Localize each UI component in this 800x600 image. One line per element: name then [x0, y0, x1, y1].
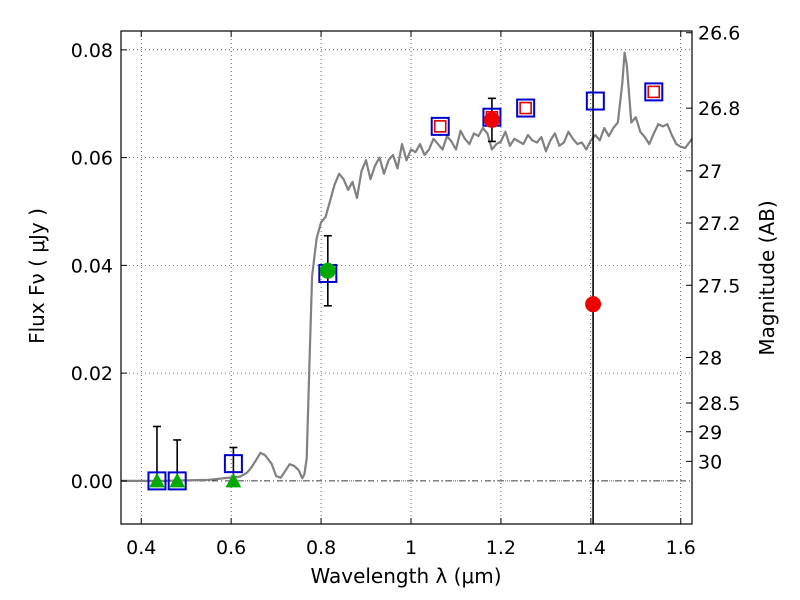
- upper-limit-triangle-marker: [225, 472, 242, 488]
- photometry-square-marker: [167, 471, 187, 491]
- y-tick-label: 0.06: [71, 148, 113, 170]
- y-tick-label: 0.00: [71, 471, 113, 493]
- x-tick-label: 1.2: [486, 537, 516, 559]
- spectrum-line: [121, 51, 693, 482]
- model-square-marker: [519, 101, 532, 115]
- plot-frame: [120, 30, 693, 525]
- magnitude-tick-label: 30: [698, 451, 722, 473]
- model-square-marker: [647, 85, 661, 99]
- y-axis-ticks: 0.00 0.02 0.04 0.06 0.08: [71, 40, 127, 493]
- photometry-square-marker: [585, 91, 605, 111]
- magnitude-tick-label: 28.5: [698, 393, 740, 415]
- x-tick-label: 0.4: [126, 537, 156, 559]
- circle-marker: [483, 111, 500, 128]
- circle-marker: [319, 262, 336, 279]
- x-tick-label: 0.6: [216, 537, 246, 559]
- upper-limit-triangle-marker: [169, 472, 186, 488]
- magnitude-axis-ticks: 26.6 26.8 27 27.2 27.5 28 28.5 29 30: [686, 23, 740, 473]
- x-axis-ticks: 0.4 0.6 0.8 1 1.2 1.4 1.6: [126, 31, 696, 559]
- photometry-square-marker: [430, 116, 450, 136]
- photometry-square-marker: [147, 471, 167, 491]
- x-tick-label: 1.6: [666, 537, 696, 559]
- data-markers: [147, 82, 664, 491]
- x-tick-label: 1: [405, 537, 417, 559]
- x-tick-label: 1.4: [576, 537, 606, 559]
- magnitude-tick-label: 29: [698, 422, 722, 444]
- y-tick-label: 0.04: [71, 255, 113, 277]
- magnitude-tick-label: 28: [698, 347, 722, 369]
- photometry-square-marker: [516, 98, 536, 118]
- magnitude-tick-label: 26.8: [698, 98, 740, 120]
- x-tick-label: 0.8: [306, 537, 336, 559]
- y-tick-label: 0.02: [71, 363, 113, 385]
- upper-limit-triangle-marker: [149, 472, 165, 488]
- model-square-marker: [433, 120, 447, 133]
- x-axis-label: Wavelength λ (μm): [310, 564, 501, 588]
- magnitude-tick-label: 27: [698, 161, 722, 183]
- y-tick-label: 0.08: [71, 40, 113, 62]
- magnitude-tick-label: 27.2: [698, 213, 740, 235]
- photometry-square-marker: [644, 82, 664, 102]
- circle-marker: [585, 296, 602, 313]
- y-axis-label: Flux Fν ( μJy ): [25, 208, 49, 344]
- photometry-square-marker: [223, 454, 243, 474]
- magnitude-axis-label: Magnitude (AB): [755, 200, 779, 355]
- magnitude-tick-label: 27.5: [698, 275, 740, 297]
- magnitude-tick-label: 26.6: [698, 23, 740, 45]
